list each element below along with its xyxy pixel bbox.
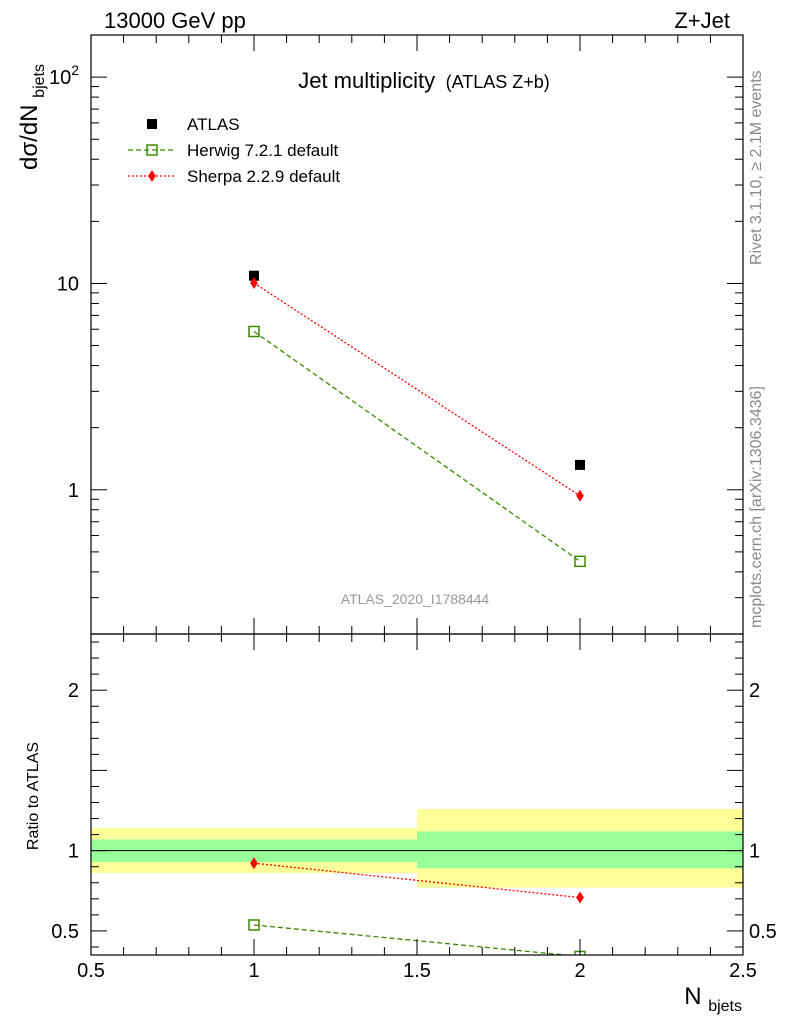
ratio-frame xyxy=(90,633,744,956)
legend-label-atlas: ATLAS xyxy=(187,115,240,134)
main-y-tick-label-sup: 2 xyxy=(71,62,79,78)
svg-text:Jet multiplicity (ATLAS: Jet multiplicity (ATLAS Z+b) xyxy=(298,68,550,93)
main-point-atlas-0 xyxy=(249,270,259,281)
x-tick-label-2: 1.5 xyxy=(403,960,431,982)
ratio-point-sherpa-0 xyxy=(250,857,258,870)
legend-item-herwig: Herwig 7.2.1 default xyxy=(128,141,338,160)
main-subtitle-text: (ATLAS Z+b) xyxy=(446,72,550,92)
main-y-tick-label-0: 1 xyxy=(68,480,79,502)
ratio-point-herwig-0 xyxy=(248,919,260,931)
main-point-herwig-0 xyxy=(248,325,260,338)
main-y-tick-label-2: 102 xyxy=(49,62,79,89)
ratio-y-tick-label-right-0: 0.5 xyxy=(749,921,777,943)
legend-item-atlas: ATLAS xyxy=(147,115,240,134)
main-point-sherpa-1 xyxy=(576,489,584,502)
ratio-y-tick-label-left-1: 1 xyxy=(68,841,79,863)
main-title: Jet multiplicity (ATLAS Z+b) xyxy=(298,68,550,93)
legend-label-sherpa: Sherpa 2.2.9 default xyxy=(187,167,340,186)
header-left: 13000 GeV pp xyxy=(104,8,246,33)
ratio-y-tick-label-left-2: 2 xyxy=(68,680,79,702)
analysis-watermark: ATLAS_2020_I1788444 xyxy=(341,591,490,607)
legend-marker-atlas xyxy=(147,119,157,129)
legend-label-herwig: Herwig 7.2.1 default xyxy=(187,141,338,160)
main-ylabel: dσ/dN bjets xyxy=(16,64,48,170)
main-ylabel-text: dσ/dN xyxy=(16,104,43,170)
x-tick-label-0: 0.5 xyxy=(77,960,105,982)
legend-marker-herwig xyxy=(146,144,158,156)
x-axis-label: N bjets xyxy=(684,983,742,1015)
ratio-y-tick-label-left-0: 0.5 xyxy=(51,921,79,943)
header-right: Z+Jet xyxy=(674,8,730,33)
main-point-herwig-1 xyxy=(574,555,586,568)
legend-marker-sherpa xyxy=(148,170,156,182)
ratio-y-tick-label-right-2: 2 xyxy=(749,680,760,702)
main-line-herwig xyxy=(253,330,581,562)
main-line-sherpa xyxy=(253,282,581,497)
x-axis-label-text: N xyxy=(684,983,701,1010)
x-tick-label-4: 2.5 xyxy=(729,960,757,982)
x-tick-label-3: 2 xyxy=(574,960,585,982)
ratio-y-tick-label-right-1: 1 xyxy=(749,841,760,863)
main-y-tick-label-1: 10 xyxy=(57,273,79,295)
main-point-atlas-1 xyxy=(575,459,585,470)
ratio-ylabel: Ratio to ATLAS xyxy=(25,742,42,850)
legend-item-sherpa: Sherpa 2.2.9 default xyxy=(128,167,340,186)
ratio-inner-band-1 xyxy=(417,831,743,869)
ratio-point-sherpa-1 xyxy=(576,891,584,904)
rivet-info: Rivet 3.1.10, ≥ 2.1M events xyxy=(748,70,765,265)
main-point-sherpa-0 xyxy=(250,277,258,290)
main-ylabel-sub: bjets xyxy=(31,64,48,98)
x-axis-label-sub: bjets xyxy=(708,998,742,1015)
ratio-line-sherpa xyxy=(253,862,581,899)
x-tick-label-1: 1 xyxy=(248,960,259,982)
main-title-text: Jet multiplicity xyxy=(298,68,435,93)
mcplots-info: mcplots.cern.ch [arXiv:1306.3436] xyxy=(748,386,765,628)
